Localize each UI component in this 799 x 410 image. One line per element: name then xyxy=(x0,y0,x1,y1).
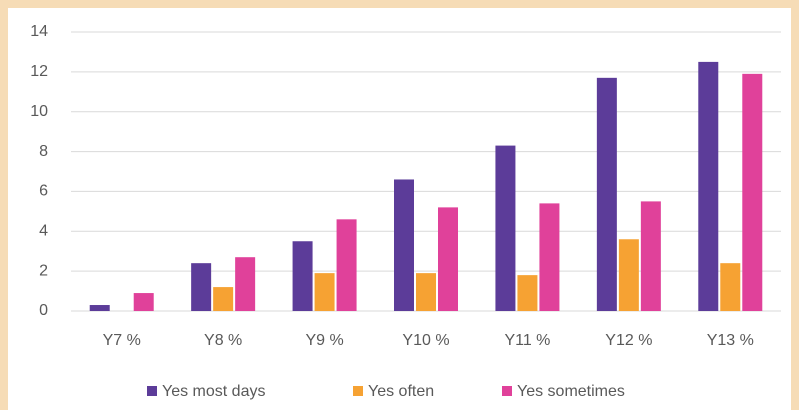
bar xyxy=(618,239,639,311)
legend-label: Yes sometimes xyxy=(517,383,625,400)
x-tick-label: Y12 % xyxy=(605,332,652,349)
legend-swatch xyxy=(502,386,512,396)
x-tick-label: Y11 % xyxy=(504,332,550,349)
bar xyxy=(495,145,516,311)
legend-swatch xyxy=(353,386,363,396)
y-tick-label: 4 xyxy=(39,223,48,240)
bar xyxy=(133,293,154,311)
bar xyxy=(336,219,357,311)
bar xyxy=(394,179,414,311)
legend-swatch xyxy=(147,386,157,396)
bar xyxy=(640,201,661,311)
y-tick-label: 0 xyxy=(39,302,48,319)
legend-label: Yes most days xyxy=(162,383,265,400)
bar xyxy=(235,257,256,311)
y-tick-label: 8 xyxy=(39,143,48,160)
bar xyxy=(742,73,763,311)
y-tick-label: 10 xyxy=(30,103,48,120)
bar xyxy=(213,287,234,311)
bar xyxy=(539,203,560,311)
y-tick-label: 2 xyxy=(39,262,48,279)
y-tick-label: 12 xyxy=(30,63,48,80)
y-tick-label: 14 xyxy=(30,23,48,40)
x-tick-label: Y8 % xyxy=(204,332,242,349)
bar xyxy=(314,273,335,311)
x-tick-label: Y9 % xyxy=(305,332,343,349)
x-tick-label: Y7 % xyxy=(103,332,141,349)
bar xyxy=(438,207,458,311)
bar xyxy=(292,241,313,311)
x-tick-label: Y10 % xyxy=(402,332,449,349)
bar xyxy=(517,275,538,311)
bar xyxy=(596,77,617,311)
x-tick-label: Y13 % xyxy=(707,332,754,349)
y-tick-label: 6 xyxy=(39,183,48,200)
bar xyxy=(89,305,110,311)
bar xyxy=(191,263,212,311)
bar xyxy=(720,263,741,311)
bar xyxy=(416,273,436,311)
bar xyxy=(698,61,719,312)
legend-label: Yes often xyxy=(368,383,434,400)
